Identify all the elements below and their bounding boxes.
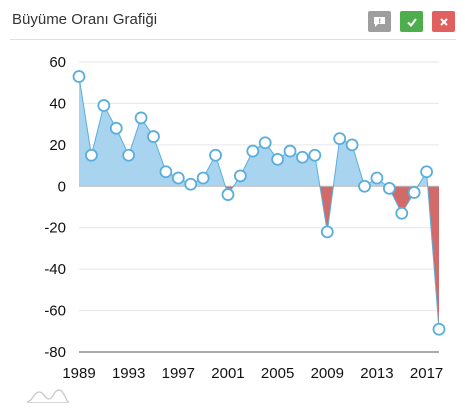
- data-point: [171, 171, 185, 185]
- x-tick-label: 2013: [360, 365, 393, 382]
- data-point: [333, 132, 347, 146]
- growth-rate-chart: 60 40 20 0 -20 -40 -60 -80 1989 1993 1997 2001 2005 2…: [44, 54, 446, 382]
- data-point: [72, 70, 86, 83]
- data-point: [296, 150, 309, 164]
- data-point: [196, 171, 210, 185]
- data-point: [85, 148, 98, 162]
- data-point: [233, 169, 247, 183]
- data-point: [109, 121, 123, 135]
- close-icon: [439, 17, 448, 26]
- data-point: [159, 165, 173, 179]
- data-point: [134, 111, 148, 125]
- y-tick-label: -60: [44, 303, 66, 320]
- x-tick-label: 2009: [311, 365, 344, 382]
- data-point: [184, 177, 198, 191]
- data-point: [258, 136, 272, 150]
- data-point: [209, 148, 222, 162]
- data-point: [320, 225, 334, 239]
- data-point: [407, 186, 421, 199]
- chart-header: Büyüme Oranı Grafiği: [0, 0, 466, 40]
- data-point: [432, 322, 446, 336]
- data-point: [358, 179, 371, 193]
- data-point: [308, 148, 322, 162]
- confirm-button[interactable]: [400, 11, 423, 32]
- series-line: [78, 76, 440, 330]
- y-tick-label: 0: [58, 178, 66, 195]
- chart-title: Büyüme Oranı Grafiği: [12, 11, 158, 28]
- check-icon: [406, 17, 417, 27]
- y-tick-label: 20: [49, 137, 66, 154]
- data-point: [345, 138, 359, 152]
- data-point: [420, 165, 433, 179]
- x-tick-label: 1993: [112, 365, 145, 382]
- y-tick-label: -20: [44, 220, 66, 237]
- data-point: [271, 152, 285, 166]
- positive-area: [79, 76, 428, 187]
- y-tick-label: -40: [44, 261, 66, 278]
- close-button[interactable]: [432, 11, 455, 32]
- data-point: [147, 130, 160, 143]
- data-point: [221, 188, 235, 201]
- header-divider: [10, 39, 456, 40]
- data-point: [370, 171, 384, 185]
- data-point: [395, 206, 409, 220]
- data-point: [382, 181, 396, 195]
- y-tick-label: -80: [44, 344, 66, 361]
- x-tick-label: 2017: [410, 365, 443, 382]
- comment-button[interactable]: [368, 11, 391, 32]
- data-point: [97, 99, 111, 112]
- data-point: [246, 144, 260, 158]
- x-tick-label: 2001: [211, 365, 244, 382]
- x-tick-label: 2005: [261, 365, 294, 382]
- x-tick-label: 1989: [62, 365, 95, 382]
- x-tick-label: 1997: [162, 365, 195, 382]
- y-tick-label: 40: [49, 95, 66, 112]
- negative-area: [225, 186, 439, 330]
- y-tick-label: 60: [49, 54, 66, 71]
- comment-icon: [374, 16, 385, 27]
- chart-logo-icon: [26, 389, 70, 403]
- data-point: [122, 148, 136, 162]
- data-point: [283, 144, 297, 158]
